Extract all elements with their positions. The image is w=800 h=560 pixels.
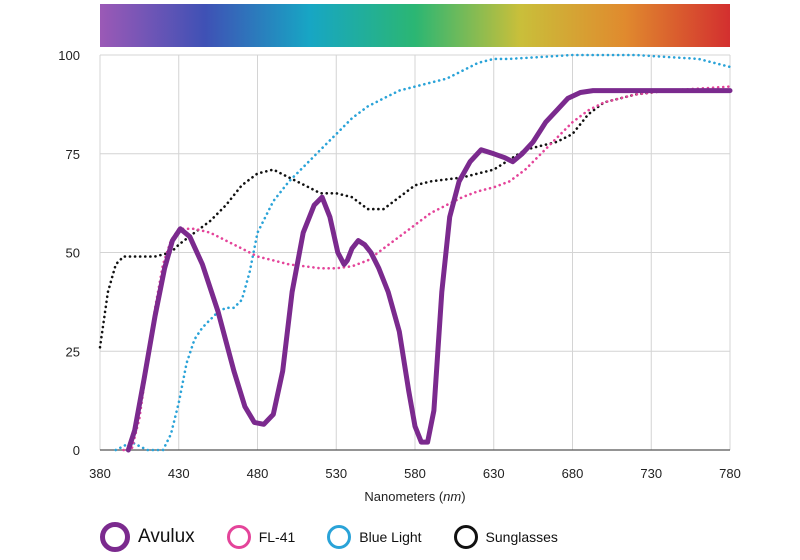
legend-label: Avulux <box>138 526 195 547</box>
series-line-blue-light <box>114 53 732 452</box>
y-tick-label: 25 <box>66 344 80 359</box>
y-tick-label: 0 <box>73 443 80 458</box>
series-line-sunglasses <box>98 89 732 349</box>
x-tick-label: 430 <box>168 466 190 481</box>
chart-legend: Avulux FL-41 Blue Light Sunglasses <box>100 522 590 552</box>
legend-label: FL-41 <box>258 529 296 545</box>
x-tick-label: 380 <box>89 466 111 481</box>
x-axis-label: Nanometers (nm) <box>364 489 465 504</box>
legend-label: Blue Light <box>359 529 422 545</box>
x-tick-label: 530 <box>325 466 347 481</box>
y-tick-label: 100 <box>58 48 80 63</box>
legend-label: Sunglasses <box>485 529 558 545</box>
legend-item-blue-light: Blue Light <box>327 525 422 549</box>
spectrum-color-bar <box>100 4 730 47</box>
chart-axes: 380 430 480 530 580 630 680 730 780 0 25 50 75 100 <box>58 48 741 481</box>
legend-ring-icon <box>327 525 352 549</box>
series-line-avulux <box>125 88 733 453</box>
legend-item-sunglasses: Sunglasses <box>453 525 558 549</box>
x-tick-label: 580 <box>404 466 426 481</box>
chart-grid <box>99 54 731 451</box>
y-tick-label: 75 <box>66 147 80 162</box>
x-tick-label: 480 <box>247 466 269 481</box>
legend-ring-icon <box>100 522 130 552</box>
x-tick-label: 730 <box>640 466 662 481</box>
series-line-fl-41 <box>122 85 732 452</box>
x-tick-label: 630 <box>483 466 505 481</box>
x-tick-label: 780 <box>719 466 741 481</box>
legend-ring-icon <box>453 525 478 549</box>
x-tick-label: 680 <box>562 466 584 481</box>
legend-ring-icon <box>226 525 251 549</box>
chart-series <box>98 53 733 453</box>
legend-item-fl41: FL-41 <box>226 525 296 549</box>
legend-item-avulux: Avulux <box>100 522 195 552</box>
y-tick-label: 50 <box>66 246 80 261</box>
